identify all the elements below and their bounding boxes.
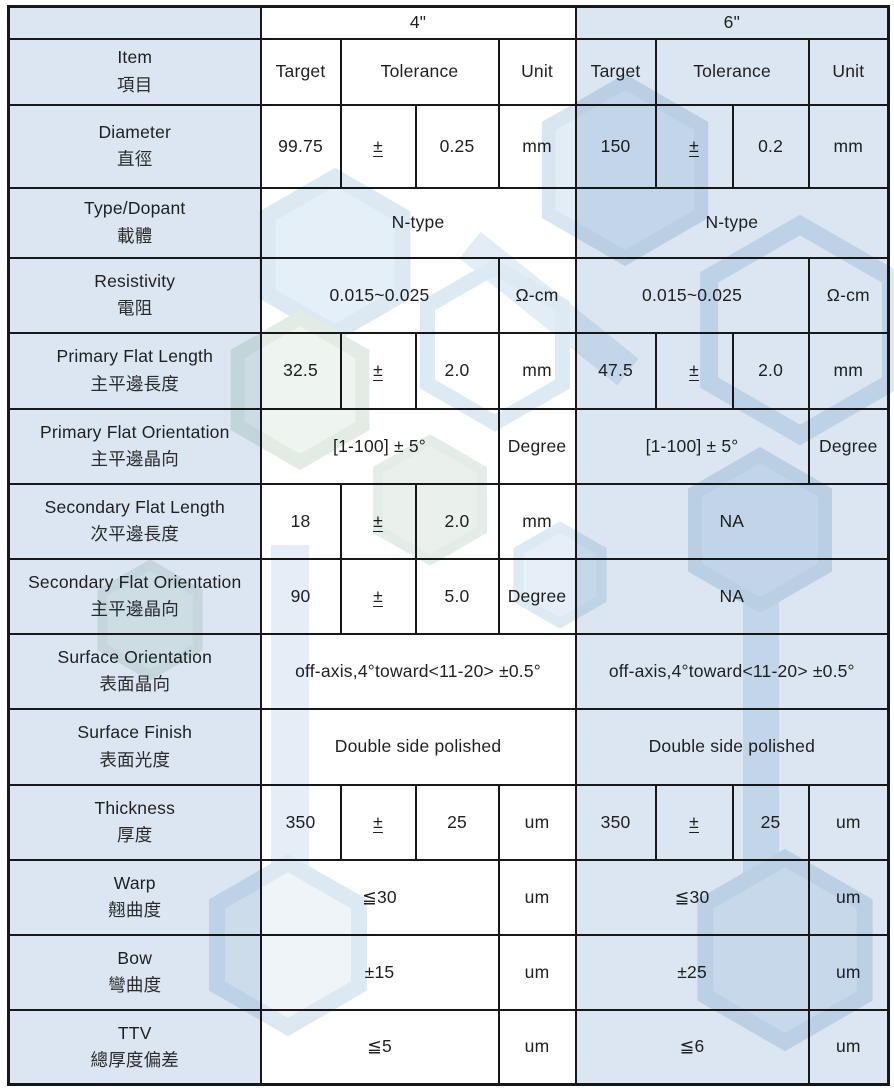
- col-header-unit-4in: Unit: [497, 37, 577, 106]
- target-cell: 99.75: [259, 103, 342, 189]
- value-cell: N-type: [574, 186, 890, 259]
- row-label-resistivity: Resistivity 電阻: [7, 256, 262, 334]
- col-header-target-6in: Target: [574, 37, 657, 106]
- unit-cell: mm: [807, 103, 890, 189]
- tolerance-cell: 0.2: [731, 103, 810, 189]
- unit-cell: um: [807, 858, 890, 936]
- value-cell: N-type: [259, 186, 577, 259]
- unit-cell: um: [497, 933, 577, 1011]
- col-header-tolerance-4in: Tolerance: [339, 37, 500, 106]
- target-cell: 90: [259, 557, 342, 635]
- tolerance-cell: 2.0: [414, 482, 500, 560]
- col-header-unit-6in: Unit: [807, 37, 890, 106]
- value-cell: 0.015~0.025: [259, 256, 500, 334]
- unit-cell: um: [807, 783, 890, 861]
- tolerance-cell: 5.0: [414, 557, 500, 635]
- unit-cell: um: [807, 933, 890, 1011]
- row-label-diameter: Diameter 直徑: [7, 103, 262, 189]
- wafer-spec-table: 4" 6" Item 項目 Target Tolerance Unit Targ…: [7, 5, 891, 1086]
- target-cell: 18: [259, 482, 342, 560]
- value-cell: ±25: [574, 933, 810, 1011]
- value-cell: off-axis,4°toward<11-20> ±0.5°: [574, 632, 890, 710]
- plus-minus-cell: ±: [689, 135, 699, 156]
- plus-minus-cell: ±: [373, 360, 383, 380]
- plus-minus-cell: ±: [373, 135, 383, 156]
- row-label-surface-orientation: Surface Orientation 表面晶向: [7, 632, 262, 710]
- unit-cell: um: [497, 858, 577, 936]
- col-header-tolerance-6in: Tolerance: [654, 37, 810, 106]
- tolerance-cell: 25: [414, 783, 500, 861]
- tolerance-cell: 0.25: [414, 103, 500, 189]
- unit-cell: Degree: [497, 407, 577, 485]
- value-cell: 0.015~0.025: [574, 256, 810, 334]
- corner-cell: [7, 5, 262, 40]
- item-header-zh: 項目: [117, 74, 153, 95]
- unit-cell: Ω-cm: [807, 256, 890, 334]
- tolerance-cell: 2.0: [731, 331, 810, 410]
- col-header-target-4in: Target: [259, 37, 342, 106]
- value-cell: [1-100] ± 5°: [259, 407, 500, 485]
- row-label-primary-flat-orientation: Primary Flat Orientation 主平邊晶向: [7, 407, 262, 485]
- plus-minus-cell: ±: [373, 585, 383, 606]
- value-cell: off-axis,4°toward<11-20> ±0.5°: [259, 632, 577, 710]
- plus-minus-cell: ±: [689, 360, 699, 380]
- size-header-4in: 4": [259, 5, 577, 40]
- unit-cell: mm: [497, 482, 577, 560]
- row-label-surface-finish: Surface Finish 表面光度: [7, 707, 262, 786]
- row-label-ttv: TTV 總厚度偏差: [7, 1008, 262, 1086]
- plus-minus-cell: ±: [373, 510, 383, 531]
- value-cell: [1-100] ± 5°: [574, 407, 810, 485]
- unit-cell: mm: [497, 331, 577, 410]
- tolerance-cell: 2.0: [414, 331, 500, 410]
- value-cell: Double side polished: [574, 707, 890, 786]
- target-cell: 350: [259, 783, 342, 861]
- unit-cell: um: [497, 1008, 577, 1086]
- unit-cell: Degree: [807, 407, 890, 485]
- plus-minus-cell: ±: [689, 811, 699, 832]
- value-cell: Double side polished: [259, 707, 577, 786]
- value-cell: ≦30: [259, 858, 500, 936]
- unit-cell: Degree: [497, 557, 577, 635]
- tolerance-cell: 25: [731, 783, 810, 861]
- unit-cell: mm: [807, 331, 890, 410]
- row-label-thickness: Thickness 厚度: [7, 783, 262, 861]
- row-label-bow: Bow 彎曲度: [7, 933, 262, 1011]
- unit-cell: um: [807, 1008, 890, 1086]
- row-label-type-dopant: Type/Dopant 載體: [7, 186, 262, 259]
- item-header-en: Item: [117, 47, 153, 68]
- row-label-primary-flat-length: Primary Flat Length 主平邊長度: [7, 331, 262, 410]
- value-cell: NA: [574, 482, 890, 560]
- value-cell: NA: [574, 557, 890, 635]
- target-cell: 47.5: [574, 331, 657, 410]
- row-label-secondary-flat-length: Secondary Flat Length 次平邊長度: [7, 482, 262, 560]
- target-cell: 350: [574, 783, 657, 861]
- target-cell: 32.5: [259, 331, 342, 410]
- value-cell: ±15: [259, 933, 500, 1011]
- row-label-warp: Warp 翹曲度: [7, 858, 262, 936]
- value-cell: ≦30: [574, 858, 810, 936]
- row-label-secondary-flat-orientation: Secondary Flat Orientation 主平邊晶向: [7, 557, 262, 635]
- value-cell: ≦5: [259, 1008, 500, 1086]
- value-cell: ≦6: [574, 1008, 810, 1086]
- unit-cell: mm: [497, 103, 577, 189]
- plus-minus-cell: ±: [373, 811, 383, 832]
- target-cell: 150: [574, 103, 657, 189]
- item-header-cell: Item 項目: [7, 37, 262, 106]
- size-header-6in: 6": [574, 5, 890, 40]
- unit-cell: um: [497, 783, 577, 861]
- unit-cell: Ω-cm: [497, 256, 577, 334]
